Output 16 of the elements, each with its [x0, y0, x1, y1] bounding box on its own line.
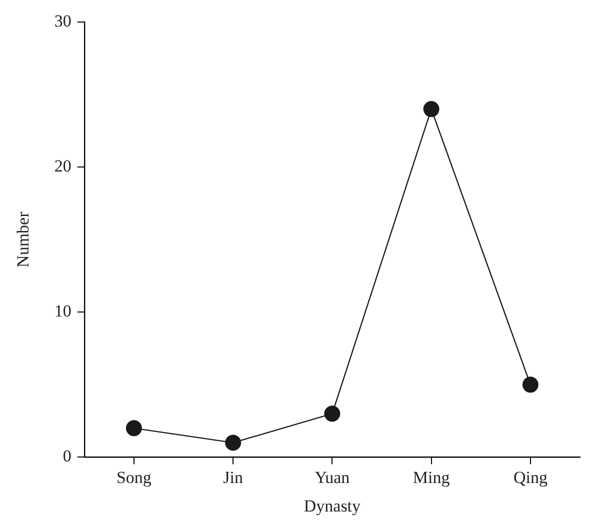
point — [126, 420, 142, 436]
x-tick-label: Yuan — [314, 468, 350, 487]
x-tick-label: Ming — [412, 468, 450, 487]
point — [423, 101, 440, 118]
x-tick-label: Song — [116, 468, 152, 487]
x-axis-title: Dynasty — [304, 496, 362, 516]
point — [225, 434, 242, 451]
y-tick-label: 0 — [62, 446, 72, 466]
y-axis-title: Number — [14, 211, 33, 268]
x-tick-label: Qing — [513, 468, 548, 487]
y-tick-label: 10 — [54, 302, 72, 321]
point — [522, 376, 538, 393]
x-tick-label: Jin — [223, 468, 244, 487]
y-tick-label: 30 — [54, 11, 72, 30]
y-tick-label: 20 — [54, 156, 72, 176]
point — [324, 406, 340, 422]
